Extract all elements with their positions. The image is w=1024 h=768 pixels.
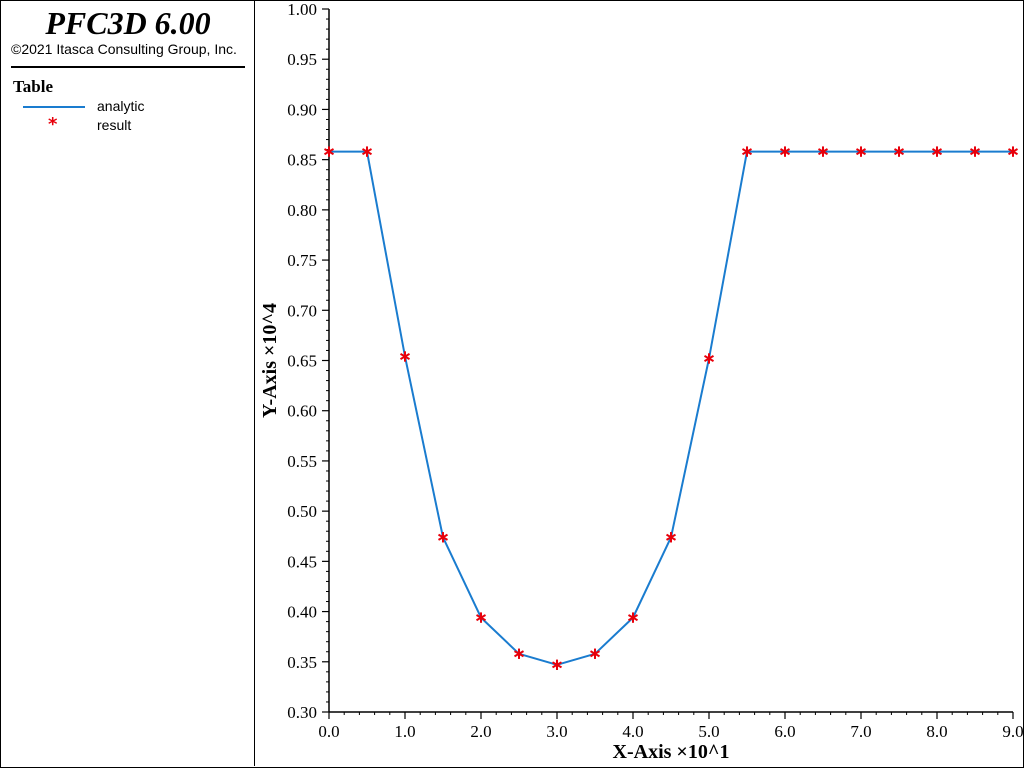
data-point-result: [437, 532, 449, 543]
y-tick-label: 0.45: [287, 552, 317, 571]
x-tick-label: 0.0: [318, 722, 339, 741]
data-point-result: [589, 648, 601, 659]
axis-ticks: 0.30 0.35 0.40 0.45 0.50 0.55 0.60 0.65 0.70 0.75…: [287, 0, 1023, 741]
y-tick-label: 0.80: [287, 201, 317, 220]
x-tick-label: 7.0: [850, 722, 871, 741]
data-point-result: [627, 612, 639, 623]
legend-line-swatch: [23, 106, 85, 108]
legend-heading: Table: [13, 77, 54, 96]
data-point-result: [399, 351, 411, 362]
y-tick-label: 0.35: [287, 653, 317, 672]
data-point-result: [323, 146, 335, 157]
legend-label-analytic: analytic: [97, 98, 145, 114]
data-point-result: [513, 648, 525, 659]
y-tick-label: 0.90: [287, 100, 317, 119]
y-tick-label: 0.30: [287, 703, 317, 722]
y-tick-label: 0.95: [287, 50, 317, 69]
data-point-result: [855, 146, 867, 157]
x-tick-label: 2.0: [470, 722, 491, 741]
data-point-result: [931, 146, 943, 157]
y-tick-label: 0.85: [287, 151, 317, 170]
data-point-result: [741, 146, 753, 157]
plot-series: [323, 146, 1019, 670]
y-tick-label: 0.75: [287, 251, 317, 270]
legend-label-result: result: [97, 117, 132, 133]
y-tick-label: 0.50: [287, 502, 317, 521]
data-point-result: [665, 532, 677, 543]
y-axis-title: Y-Axis ×10^4: [259, 303, 281, 418]
y-tick-label: 0.60: [287, 402, 317, 421]
panel-divider: [11, 66, 245, 68]
x-tick-label: 3.0: [546, 722, 567, 741]
y-tick-label: 1.00: [287, 0, 317, 19]
copyright-text: ©2021 Itasca Consulting Group, Inc.: [11, 41, 237, 57]
y-tick-label: 0.65: [287, 352, 317, 371]
data-point-result: [893, 146, 905, 157]
app-title: PFC3D 6.00: [45, 5, 211, 41]
data-point-result: [817, 146, 829, 157]
data-point-result: [1007, 146, 1019, 157]
y-tick-label: 0.55: [287, 452, 317, 471]
y-tick-label: 0.40: [287, 603, 317, 622]
legend-marker-swatch: *: [48, 114, 58, 135]
y-tick-label: 0.70: [287, 301, 317, 320]
data-point-result: [475, 612, 487, 623]
series-line-analytic: [329, 150, 1013, 666]
x-tick-label: 1.0: [394, 722, 415, 741]
data-point-result: [361, 146, 373, 157]
data-point-result: [779, 146, 791, 157]
data-point-result: [703, 353, 715, 364]
x-tick-label: 5.0: [698, 722, 719, 741]
x-tick-label: 8.0: [926, 722, 947, 741]
data-point-result: [969, 146, 981, 157]
data-point-result: [551, 659, 563, 670]
axes: [328, 9, 1013, 713]
legend-panel: PFC3D 6.00 ©2021 Itasca Consulting Group…: [1, 1, 255, 766]
x-axis-title: X-Axis ×10^1: [613, 741, 730, 763]
x-tick-label: 6.0: [774, 722, 795, 741]
x-tick-label: 9.0: [1002, 722, 1023, 741]
x-tick-label: 4.0: [622, 722, 643, 741]
